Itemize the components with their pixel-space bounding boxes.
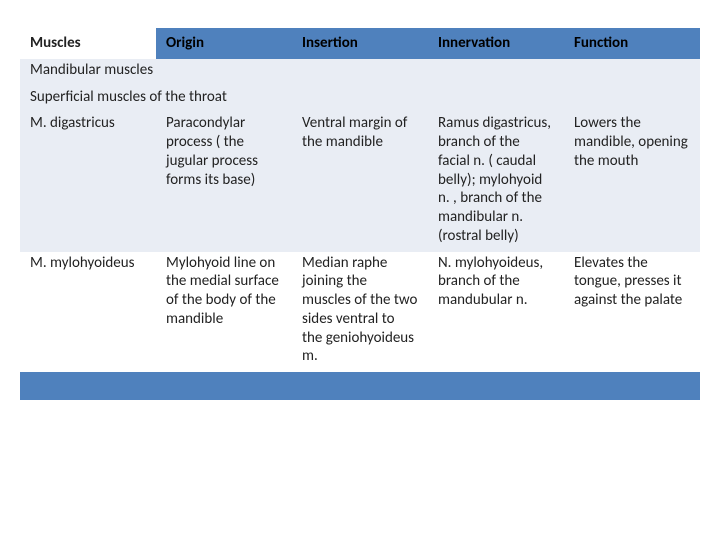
cell-insertion: Ventral margin of the mandible (292, 112, 428, 251)
cell-insertion: Median raphe joining the muscles of the … (292, 252, 428, 373)
cell-function: Elevates the tongue, presses it against … (564, 252, 700, 373)
cell-innervation: N. mylohyoideus, branch of the mandubula… (428, 252, 564, 373)
cell-muscle: M. mylohyoideus (20, 252, 156, 373)
col-label: Origin (166, 34, 204, 52)
col-label: Muscles (30, 34, 81, 52)
cell-innervation: Ramus digastricus, branch of the facial … (428, 112, 564, 251)
section-heading-2: Superficial muscles of the throat (20, 86, 700, 113)
cell-muscle: M. digastricus (20, 112, 156, 251)
slide: Muscles Origin Insertion Innervation Fun… (0, 0, 720, 540)
col-insertion: Insertion (292, 28, 428, 59)
section-heading-1: Mandibular muscles (20, 59, 700, 86)
col-origin: Origin (156, 28, 292, 59)
muscle-table: Muscles Origin Insertion Innervation Fun… (20, 28, 700, 400)
spacer-cell (20, 372, 700, 400)
col-muscles: Muscles (20, 28, 156, 59)
table-row: M. digastricus Paracondylar process ( th… (20, 112, 700, 251)
col-label: Function (574, 34, 628, 52)
col-label: Insertion (302, 34, 358, 52)
cell-origin: Mylohyoid line on the medial surface of … (156, 252, 292, 373)
cell-origin: Paracondylar process ( the jugular proce… (156, 112, 292, 251)
table-header: Muscles Origin Insertion Innervation Fun… (20, 28, 700, 59)
col-function: Function (564, 28, 700, 59)
header-row: Muscles Origin Insertion Innervation Fun… (20, 28, 700, 59)
section-row: Superficial muscles of the throat (20, 86, 700, 113)
cell-function: Lowers the mandible, opening the mouth (564, 112, 700, 251)
col-label: Innervation (438, 34, 510, 52)
spacer-row (20, 372, 700, 400)
section-row: Mandibular muscles (20, 59, 700, 86)
col-innervation: Innervation (428, 28, 564, 59)
table-row: M. mylohyoideus Mylohyoid line on the me… (20, 252, 700, 373)
